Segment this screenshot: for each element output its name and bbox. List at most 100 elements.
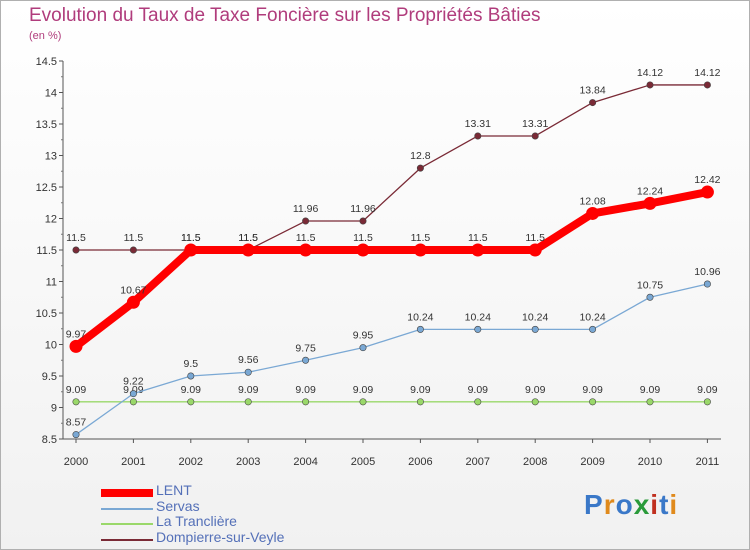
x-tick-label: 2005 xyxy=(351,456,375,468)
data-point xyxy=(359,398,367,406)
data-point xyxy=(72,431,80,439)
data-label: 10.96 xyxy=(694,266,720,278)
data-label: 12.42 xyxy=(694,174,720,186)
data-label: 11.5 xyxy=(353,232,373,244)
x-tick-label: 2011 xyxy=(696,456,720,468)
data-label: 11.96 xyxy=(293,203,319,215)
data-label: 9.09 xyxy=(525,384,546,396)
y-tick-label: 14 xyxy=(45,88,57,100)
data-point xyxy=(528,243,542,257)
data-point xyxy=(589,398,597,406)
data-point xyxy=(416,398,424,406)
y-tick-label: 13 xyxy=(45,151,57,163)
data-point xyxy=(471,243,485,257)
data-label: 11.5 xyxy=(411,232,431,244)
data-label: 8.57 xyxy=(66,417,87,429)
data-point xyxy=(69,339,83,353)
data-point xyxy=(126,295,140,309)
data-label: 11.5 xyxy=(238,232,258,244)
data-point xyxy=(531,398,539,406)
x-tick-label: 2008 xyxy=(523,456,547,468)
data-label: 9.09 xyxy=(468,384,489,396)
data-point xyxy=(302,217,310,225)
data-point xyxy=(129,246,137,254)
data-point xyxy=(474,325,482,333)
y-tick-label: 10.5 xyxy=(36,308,57,320)
y-tick-label: 13.5 xyxy=(36,119,57,131)
data-label: 9.09 xyxy=(410,384,431,396)
data-label: 10.75 xyxy=(637,279,663,291)
data-label: 11.96 xyxy=(350,203,376,215)
data-label: 11.5 xyxy=(181,232,201,244)
series-line xyxy=(73,188,709,350)
data-label: 14.12 xyxy=(637,67,663,79)
data-point xyxy=(586,206,600,220)
legend-swatch xyxy=(101,489,153,497)
data-point xyxy=(359,217,367,225)
data-point xyxy=(700,185,714,199)
y-tick-label: 9 xyxy=(51,403,57,415)
data-label: 13.84 xyxy=(579,85,605,97)
y-tick-label: 10 xyxy=(45,340,57,352)
data-point xyxy=(187,398,195,406)
logo-letter: t xyxy=(659,489,670,520)
data-point xyxy=(703,398,711,406)
data-point xyxy=(589,99,597,107)
data-label: 11.5 xyxy=(296,232,316,244)
data-point xyxy=(187,372,195,380)
x-tick-label: 2004 xyxy=(293,456,317,468)
logo-letter: o xyxy=(615,489,634,520)
data-label: 9.09 xyxy=(295,384,316,396)
data-point xyxy=(359,344,367,352)
data-point xyxy=(244,368,252,376)
legend-label: LENT xyxy=(156,482,192,498)
logo-letter: i xyxy=(650,489,660,520)
x-tick-label: 2002 xyxy=(179,456,203,468)
data-point xyxy=(531,132,539,140)
data-point xyxy=(646,293,654,301)
data-point xyxy=(416,325,424,333)
data-label: 13.31 xyxy=(465,118,491,130)
data-label: 9.75 xyxy=(295,342,316,354)
x-tick-label: 2007 xyxy=(466,456,490,468)
series-line xyxy=(75,283,708,436)
data-point xyxy=(299,243,313,257)
data-label: 9.09 xyxy=(123,384,144,396)
proxiti-logo: Proxiti xyxy=(584,489,678,521)
chart-title: Evolution du Taux de Taxe Foncière sur l… xyxy=(29,5,541,26)
x-tick-label: 2003 xyxy=(236,456,260,468)
data-label: 11.5 xyxy=(238,232,258,244)
y-tick-label: 11.5 xyxy=(36,245,57,257)
data-point xyxy=(416,164,424,172)
x-tick-label: 2001 xyxy=(121,456,145,468)
data-point xyxy=(474,398,482,406)
data-label: 12.08 xyxy=(579,195,605,207)
chart-subtitle: (en %) xyxy=(29,30,62,42)
logo-letter: i xyxy=(669,489,679,520)
data-label: 14.12 xyxy=(694,67,720,79)
data-label: 12.8 xyxy=(410,150,431,162)
x-tick-label: 2000 xyxy=(64,456,88,468)
data-point xyxy=(703,81,711,89)
logo-letter: r xyxy=(603,489,616,520)
data-label: 11.5 xyxy=(124,232,144,244)
logo-letter: x xyxy=(633,489,651,520)
y-tick-label: 12.5 xyxy=(36,182,57,194)
y-tick-label: 14.5 xyxy=(36,56,57,68)
data-label: 9.95 xyxy=(353,330,374,342)
data-label: 9.97 xyxy=(66,328,87,340)
y-tick-label: 11 xyxy=(46,277,57,289)
data-label: 10.24 xyxy=(407,311,433,323)
data-point xyxy=(356,243,370,257)
data-point xyxy=(474,132,482,140)
y-tick-label: 12 xyxy=(45,214,57,226)
data-point xyxy=(129,390,137,398)
data-label: 9.09 xyxy=(66,384,87,396)
data-label: 9.09 xyxy=(353,384,374,396)
data-label: 9.09 xyxy=(697,384,718,396)
data-label: 11.5 xyxy=(181,232,201,244)
data-label: 11.5 xyxy=(468,232,488,244)
data-label: 9.56 xyxy=(238,354,259,366)
